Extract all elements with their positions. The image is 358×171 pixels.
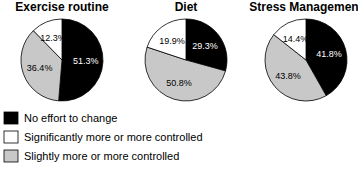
data-label: 29.3% — [192, 41, 218, 51]
data-label: 14.4% — [283, 34, 309, 44]
data-labels: 51.3% 36.4% 12.3% — [27, 33, 99, 73]
pie — [265, 19, 347, 101]
pie-title: Stress Management — [249, 0, 358, 14]
legend-label: No effort to change — [24, 112, 117, 124]
legend: No effort to change Significantly more or… — [4, 112, 203, 162]
data-labels: 41.8% 43.8% 14.4% — [275, 34, 342, 81]
legend-item: No effort to change — [4, 112, 117, 124]
data-label: 51.3% — [73, 56, 99, 66]
legend-label: Slightly more or more controlled — [24, 150, 179, 162]
chart: Exercise routine 51.3% 36.4% 12.3% Diet 29.3%… — [0, 0, 358, 171]
data-labels: 29.3% 50.8% 19.9% — [159, 36, 217, 88]
legend-label: Significantly more or more controlled — [24, 131, 203, 143]
data-label: 41.8% — [316, 49, 342, 59]
pie-title: Exercise routine — [15, 0, 109, 14]
pie-title: Diet — [175, 0, 198, 14]
legend-swatch — [4, 131, 18, 143]
pie — [145, 19, 227, 101]
pie — [21, 19, 103, 101]
data-label: 43.8% — [275, 71, 301, 81]
legend-swatch — [4, 112, 18, 124]
slice — [147, 19, 186, 60]
data-label: 36.4% — [27, 63, 53, 73]
data-label: 19.9% — [159, 36, 185, 46]
data-label: 50.8% — [166, 78, 192, 88]
legend-swatch — [4, 150, 18, 162]
data-label: 12.3% — [40, 33, 66, 43]
legend-item: Slightly more or more controlled — [4, 150, 179, 162]
legend-item: Significantly more or more controlled — [4, 131, 203, 143]
slice — [59, 19, 103, 101]
